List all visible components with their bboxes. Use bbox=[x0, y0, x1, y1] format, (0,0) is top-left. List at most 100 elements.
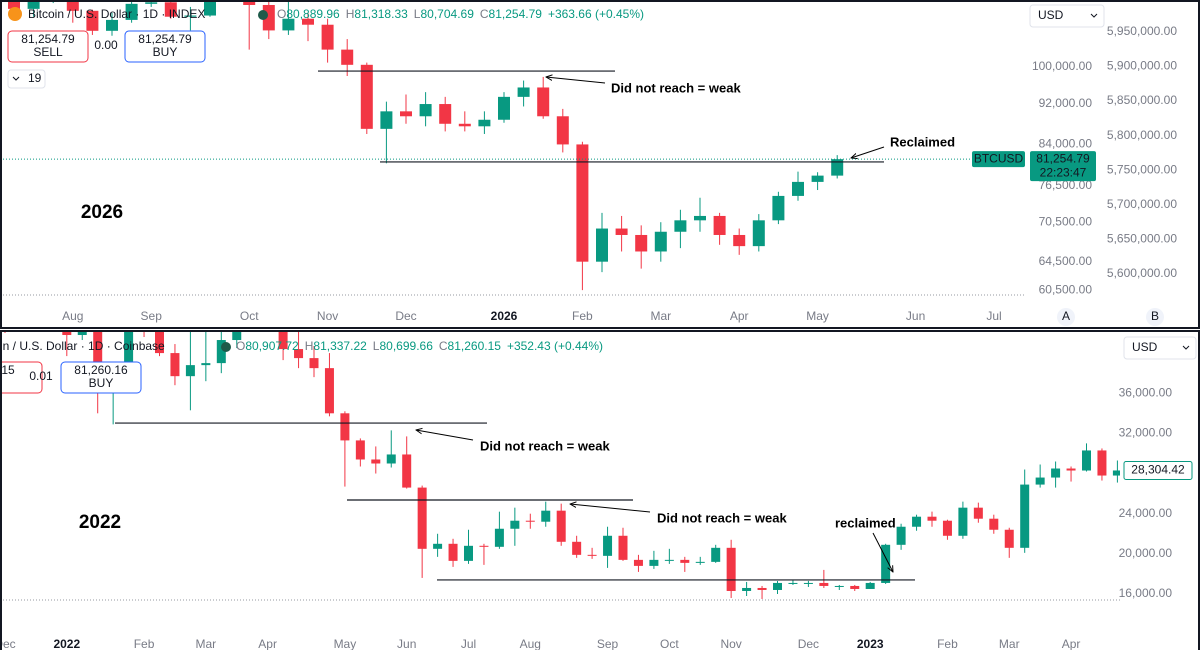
buy-price: 81,254.79 bbox=[138, 32, 192, 46]
candle-body bbox=[1112, 470, 1120, 476]
buy-button[interactable] bbox=[60, 361, 142, 394]
candle-body bbox=[309, 358, 319, 369]
y-tick-label: 84,000.00 bbox=[1039, 137, 1093, 151]
x-tick-label: Feb bbox=[572, 309, 593, 323]
candle-body bbox=[912, 516, 922, 527]
annotation: Did not reach = weak bbox=[611, 80, 741, 95]
x-tick-label: Mar bbox=[650, 309, 671, 323]
sell-label: SELL bbox=[33, 45, 63, 59]
candle-body bbox=[417, 487, 427, 549]
candle-body bbox=[649, 559, 659, 566]
candle-body bbox=[973, 507, 983, 519]
sell-price: 15 bbox=[1, 363, 15, 377]
candle-body bbox=[525, 520, 535, 522]
candle-body bbox=[773, 582, 782, 590]
x-tick-label: Apr bbox=[1062, 637, 1081, 650]
candle-body bbox=[752, 220, 765, 247]
candle-body bbox=[850, 585, 860, 589]
ohlc-value: 81,260.15 bbox=[448, 339, 502, 353]
candle-body bbox=[819, 582, 829, 586]
x-tick-label: Oct bbox=[660, 637, 679, 650]
currency-dropdown[interactable] bbox=[1029, 4, 1105, 28]
candle-body bbox=[360, 64, 373, 129]
candle-body bbox=[185, 365, 195, 377]
candle-body bbox=[282, 18, 295, 31]
y2-tick-label: 5,900,000.00 bbox=[1107, 59, 1177, 73]
currency: USD bbox=[1038, 8, 1064, 22]
candle-body bbox=[124, 332, 134, 372]
candle-body bbox=[204, 0, 216, 16]
buy-button[interactable] bbox=[124, 30, 206, 63]
change: +352.43 (+0.44%) bbox=[507, 339, 603, 353]
candle-body bbox=[635, 234, 648, 252]
ohlc-label: H bbox=[346, 7, 355, 21]
y-tick-label: 76,500.00 bbox=[1039, 178, 1093, 192]
annotation-arrow bbox=[570, 504, 651, 513]
ohlc-label: L bbox=[414, 7, 421, 21]
price-tag bbox=[1030, 151, 1096, 182]
candle-body bbox=[433, 543, 443, 549]
annotation-arrow bbox=[416, 430, 474, 441]
candle-body bbox=[788, 582, 798, 584]
candle-body bbox=[517, 87, 530, 97]
sell-button[interactable] bbox=[7, 30, 89, 63]
x-tick-label: Feb bbox=[134, 637, 155, 650]
x-tick-label: Apr bbox=[258, 637, 277, 650]
candle-body bbox=[618, 535, 628, 560]
price-tag-countdown: 22:23:47 bbox=[1040, 165, 1087, 179]
ohlc-value: 80,699.66 bbox=[379, 339, 433, 353]
sell-button[interactable] bbox=[0, 361, 43, 394]
y-tick-label: 70,500.00 bbox=[1039, 214, 1093, 228]
buy-label: BUY bbox=[153, 45, 178, 59]
interval-dropdown[interactable] bbox=[7, 69, 46, 89]
scale-button[interactable] bbox=[1057, 308, 1075, 326]
scale-button-label: A bbox=[1062, 309, 1070, 323]
candle-body bbox=[811, 175, 824, 182]
candle-body bbox=[896, 526, 906, 545]
x-tick-label: Sep bbox=[141, 309, 163, 323]
annotation-arrow bbox=[851, 146, 885, 158]
price-tag-text: 28,304.42 bbox=[1131, 463, 1185, 477]
x-tick-label: 2026 bbox=[491, 309, 518, 323]
candle-body bbox=[77, 332, 87, 336]
symbol-title: Bitcoin / U.S. Dollar · 1D · INDEX bbox=[28, 7, 205, 21]
annotation-arrow bbox=[872, 532, 893, 572]
ohlc-label: O bbox=[277, 7, 286, 21]
x-tick-label: Apr bbox=[730, 309, 749, 323]
y2-tick-label: 5,850,000.00 bbox=[1107, 93, 1177, 107]
x-tick-label: Mar bbox=[196, 637, 217, 650]
candle-body bbox=[278, 332, 288, 350]
y-tick-label: 24,000.00 bbox=[1119, 506, 1173, 520]
chevron bbox=[12, 76, 20, 81]
ohlc-value: 81,254.79 bbox=[489, 7, 543, 21]
candle-body bbox=[478, 119, 491, 127]
candle-body bbox=[1082, 450, 1091, 471]
candle-body bbox=[1097, 450, 1107, 476]
candle-body bbox=[1020, 484, 1030, 548]
candle-body bbox=[733, 234, 746, 247]
candle-body bbox=[448, 543, 458, 561]
candle-body bbox=[419, 104, 432, 117]
x-tick-label: Dec bbox=[0, 637, 16, 650]
market-status bbox=[258, 10, 268, 20]
y-tick-label: 32,000.00 bbox=[1119, 426, 1173, 440]
x-tick-label: Jun bbox=[906, 309, 925, 323]
candle-body bbox=[1035, 477, 1045, 485]
candle-body bbox=[603, 535, 613, 556]
period-label: 2022 bbox=[79, 512, 121, 533]
candle-body bbox=[145, 2, 158, 4]
currency-dropdown[interactable] bbox=[1123, 336, 1197, 360]
candle-body bbox=[402, 454, 412, 488]
candle-body bbox=[942, 520, 952, 536]
buy-price: 81,260.16 bbox=[74, 363, 128, 377]
chevron bbox=[1182, 345, 1190, 350]
ohlc-value: 81,318.33 bbox=[354, 7, 408, 21]
candle-body bbox=[341, 49, 354, 65]
candle-body bbox=[711, 547, 721, 562]
candle-body bbox=[865, 582, 875, 589]
candle-body bbox=[324, 368, 334, 414]
candle-body bbox=[93, 332, 103, 391]
scale-button[interactable] bbox=[1146, 308, 1164, 326]
